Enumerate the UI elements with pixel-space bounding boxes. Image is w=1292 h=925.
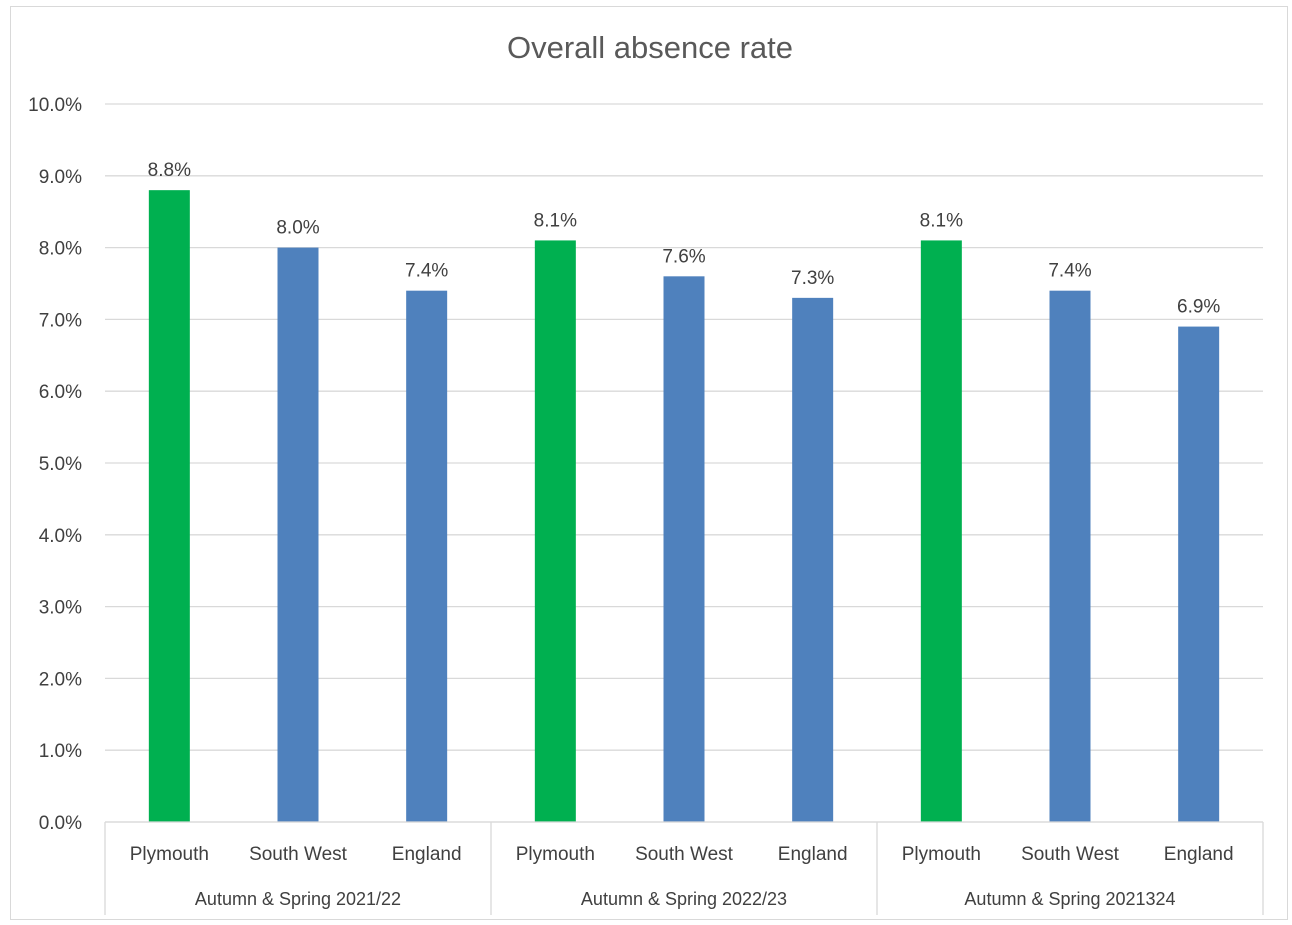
x-category-label: Plymouth (902, 844, 981, 865)
data-label: 7.3% (791, 268, 834, 289)
bar-south-west (663, 276, 705, 822)
bar-england (1178, 326, 1220, 822)
x-category-label: South West (1021, 844, 1120, 865)
bar-england (406, 290, 448, 822)
data-label: 7.4% (405, 261, 448, 282)
data-label: 7.4% (1048, 261, 1091, 282)
x-group-label: Autumn & Spring 2021324 (964, 889, 1175, 909)
data-label: 6.9% (1177, 297, 1220, 318)
x-group-label: Autumn & Spring 2021/22 (195, 889, 401, 909)
bar-south-west (277, 247, 319, 823)
bar-south-west (1049, 290, 1091, 822)
y-tick-label: 0.0% (39, 813, 82, 834)
data-label: 8.1% (534, 210, 577, 231)
y-tick-label: 5.0% (39, 454, 82, 475)
x-category-label: England (1164, 844, 1234, 865)
y-tick-label: 9.0% (39, 167, 82, 188)
y-tick-label: 1.0% (39, 741, 82, 762)
y-tick-label: 4.0% (39, 526, 82, 547)
x-category-label: Plymouth (130, 844, 209, 865)
y-tick-label: 6.0% (39, 382, 82, 403)
y-tick-label: 8.0% (39, 239, 82, 260)
x-category-label: South West (635, 844, 734, 865)
data-label: 8.1% (920, 210, 963, 231)
bar-plymouth (534, 240, 576, 823)
chart-title: Overall absence rate (507, 30, 793, 65)
bar-england (792, 297, 834, 822)
x-category-label: South West (249, 844, 348, 865)
x-axis: Plymouth South West England Autumn & Spring… (104, 821, 1264, 915)
data-label: 8.8% (148, 160, 191, 181)
y-tick-label: 10.0% (28, 95, 82, 116)
x-category-label: England (392, 844, 462, 865)
data-labels: 8.8% 8.0% 7.4% 8.1% 7.6% 7.3% 8.1% 7.4% 6.9% (148, 160, 1221, 317)
y-tick-label: 3.0% (39, 598, 82, 619)
y-axis-ticks: 0.0% 1.0% 2.0% 3.0% 4.0% 5.0% 6.0% 7.0% 8.0% 9.0%… (28, 95, 82, 834)
bar-plymouth (148, 190, 190, 822)
x-category-label: Plymouth (516, 844, 595, 865)
x-category-label: England (778, 844, 848, 865)
x-group-label: Autumn & Spring 2022/23 (581, 889, 787, 909)
bars (148, 190, 1220, 823)
bar-plymouth (920, 240, 962, 823)
y-tick-label: 2.0% (39, 669, 82, 690)
y-tick-label: 7.0% (39, 310, 82, 331)
data-label: 7.6% (662, 246, 705, 267)
data-label: 8.0% (276, 218, 319, 239)
